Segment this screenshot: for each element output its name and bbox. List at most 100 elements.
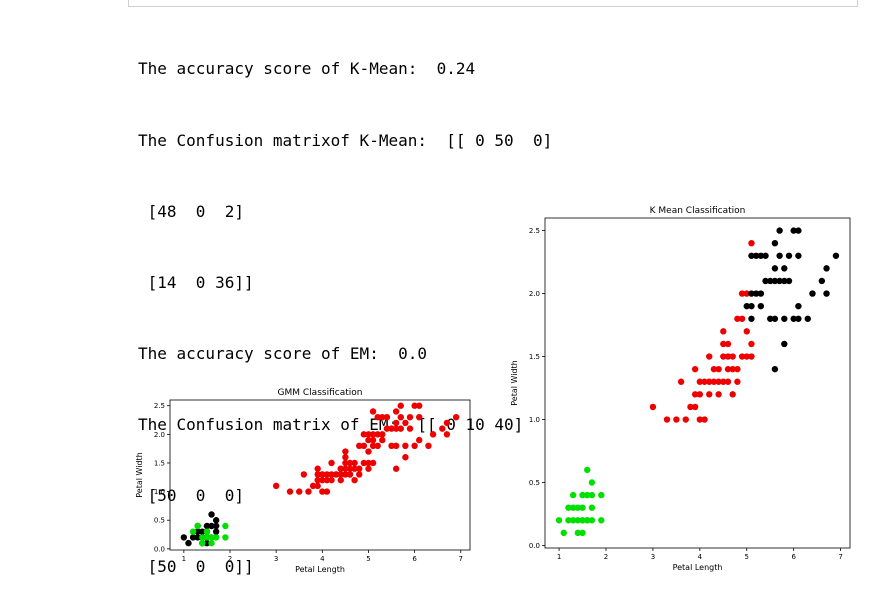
scatter-point xyxy=(691,391,699,398)
scatter-point xyxy=(388,442,395,450)
scatter-point xyxy=(565,517,572,524)
scatter-point xyxy=(342,448,349,455)
output-line: The Confusion matrixof K-Mean: [[ 0 50 0… xyxy=(138,130,553,150)
scatter-point xyxy=(272,482,280,490)
cell-output: The accuracy score of K-Mean: 0.24 The C… xyxy=(138,10,552,602)
scatter-point xyxy=(374,413,381,421)
scatter-point xyxy=(823,265,830,272)
scatter-point xyxy=(724,353,732,360)
y-axis-label: Petal Width xyxy=(510,360,519,406)
scatter-point xyxy=(701,416,708,423)
output-line: The accuracy score of K-Mean: 0.24 xyxy=(138,59,476,79)
scatter-point xyxy=(314,482,321,490)
x-tick-label: 1 xyxy=(182,555,186,563)
scatter-point xyxy=(795,302,802,310)
scatter-point xyxy=(360,431,368,438)
scatter-point xyxy=(729,353,736,360)
scatter-point xyxy=(369,431,377,438)
plot-frame xyxy=(169,399,471,551)
scatter-point xyxy=(771,277,779,285)
scatter-point xyxy=(351,476,358,484)
scatter-point xyxy=(180,534,188,541)
scatter-point xyxy=(752,290,760,297)
scatter-point xyxy=(379,413,386,421)
scatter-point xyxy=(767,277,774,285)
scatter-point xyxy=(374,442,381,450)
scatter-point xyxy=(360,442,368,450)
scatter-point xyxy=(402,442,409,450)
scatter-point xyxy=(579,529,586,537)
scatter-point xyxy=(392,425,400,432)
y-axis-label: Petal Width xyxy=(135,452,144,498)
scatter-point xyxy=(734,315,741,322)
scatter-point xyxy=(443,419,451,427)
scatter-point xyxy=(416,436,423,444)
x-tick-label: 1 xyxy=(557,553,561,561)
scatter-point xyxy=(443,431,451,438)
scatter-point xyxy=(406,413,414,421)
scatter-point xyxy=(402,419,409,427)
scatter-point xyxy=(351,459,358,467)
scatter-point xyxy=(724,378,732,385)
scatter-point xyxy=(212,528,220,535)
scatter-point xyxy=(771,315,779,322)
scatter-point xyxy=(729,391,736,398)
scatter-point xyxy=(388,425,395,432)
x-tick-label: 4 xyxy=(698,553,703,561)
scatter-point xyxy=(369,436,377,444)
scatter-point xyxy=(785,277,793,285)
scatter-point xyxy=(411,442,418,450)
scatter-point xyxy=(724,340,732,348)
scatter-point xyxy=(748,315,755,322)
x-tick-label: 3 xyxy=(651,553,655,561)
scatter-point xyxy=(337,465,344,472)
scatter-point xyxy=(720,340,727,348)
scatter-point xyxy=(208,522,215,530)
x-axis-label: Petal Length xyxy=(295,565,345,574)
scatter-point xyxy=(743,302,750,310)
scatter-point xyxy=(748,252,755,259)
x-tick-label: 4 xyxy=(320,555,325,563)
scatter-point xyxy=(383,413,391,421)
output-line: The accuracy score of EM: 0.0 xyxy=(138,343,427,363)
scatter-point xyxy=(757,290,765,297)
scatter-point xyxy=(588,504,596,511)
scatter-point xyxy=(565,504,572,511)
scatter-point xyxy=(579,491,586,499)
scatter-point xyxy=(729,365,736,373)
scatter-point xyxy=(691,403,699,411)
scatter-point xyxy=(222,522,229,530)
scatter-point xyxy=(579,517,586,524)
scatter-point xyxy=(776,277,783,285)
scatter-point xyxy=(392,408,400,415)
scatter-point xyxy=(356,471,363,478)
scatter-point xyxy=(673,416,680,423)
scatter-point xyxy=(212,522,220,530)
scatter-point xyxy=(598,491,605,499)
scatter-point xyxy=(738,315,746,322)
scatter-point xyxy=(781,265,788,272)
scatter-point xyxy=(560,529,567,537)
scatter-point xyxy=(720,378,727,385)
scatter-point xyxy=(319,488,326,495)
scatter-point xyxy=(748,340,755,348)
scatter-point xyxy=(720,353,727,360)
scatter-point xyxy=(781,315,788,322)
scatter-point xyxy=(319,471,326,478)
scatter-point xyxy=(687,403,694,411)
scatter-point xyxy=(569,491,577,499)
scatter-point xyxy=(809,290,816,297)
scatter-point xyxy=(588,479,596,486)
y-tick-label: 1.0 xyxy=(529,416,540,424)
scatter-point xyxy=(569,504,577,511)
y-tick-label: 0.5 xyxy=(154,517,165,525)
chart-title: K Mean Classification xyxy=(650,206,746,216)
scatter-point xyxy=(743,290,750,297)
scatter-point xyxy=(379,436,386,444)
scatter-point xyxy=(406,425,414,432)
scatter-point xyxy=(342,459,349,467)
scatter-point xyxy=(194,528,201,535)
scatter-point xyxy=(734,365,741,373)
scatter-point xyxy=(649,403,657,411)
scatter-point xyxy=(762,252,769,259)
